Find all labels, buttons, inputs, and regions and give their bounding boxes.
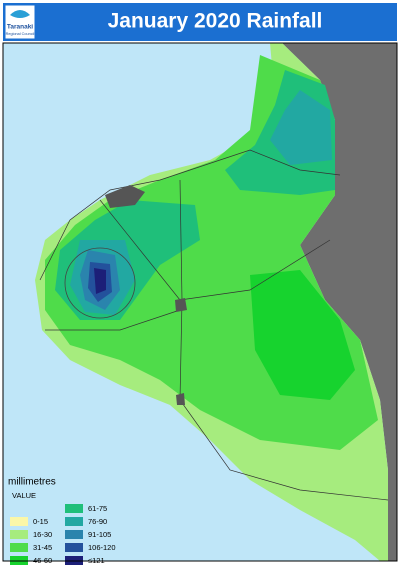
land-zone-76-90 [270, 90, 332, 165]
legend-label: 76-90 [88, 517, 107, 526]
land-zone-121 [94, 268, 106, 294]
logo-name: Taranaki [7, 24, 33, 31]
legend-swatch [10, 543, 28, 552]
map-title: January 2020 Rainfall [108, 10, 323, 33]
legend-label: 106-120 [88, 543, 116, 552]
logo: Taranaki Regional Council [4, 4, 36, 40]
national-park-boundary [64, 247, 136, 319]
land-outside-region [282, 43, 397, 561]
legend-heading: VALUE [12, 491, 36, 500]
logo-box [4, 4, 36, 40]
legend-label: 46-60 [33, 556, 52, 565]
land-zone-46-60 [250, 270, 355, 400]
legend-swatch [10, 517, 28, 526]
legend-label: 61-75 [88, 504, 107, 513]
header-bar [3, 3, 397, 41]
map-frame [3, 43, 397, 561]
logo-subtitle: Regional Council [6, 32, 35, 36]
legend-label: 31-45 [33, 543, 52, 552]
legend-title: millimetres [8, 477, 56, 488]
legend-label: 16-30 [33, 530, 52, 539]
legend-label: 0-15 [33, 517, 48, 526]
map-border [2, 42, 398, 562]
roads [39, 149, 389, 501]
legend-swatch [65, 543, 83, 552]
logo-icon [10, 10, 30, 18]
legend-swatch [65, 517, 83, 526]
legend-swatch [65, 530, 83, 539]
legend-label: ≤121 [88, 556, 105, 565]
legend-swatch [65, 504, 83, 513]
legend-label: 91-105 [88, 530, 111, 539]
legend-swatch [10, 530, 28, 539]
towns [105, 185, 187, 405]
